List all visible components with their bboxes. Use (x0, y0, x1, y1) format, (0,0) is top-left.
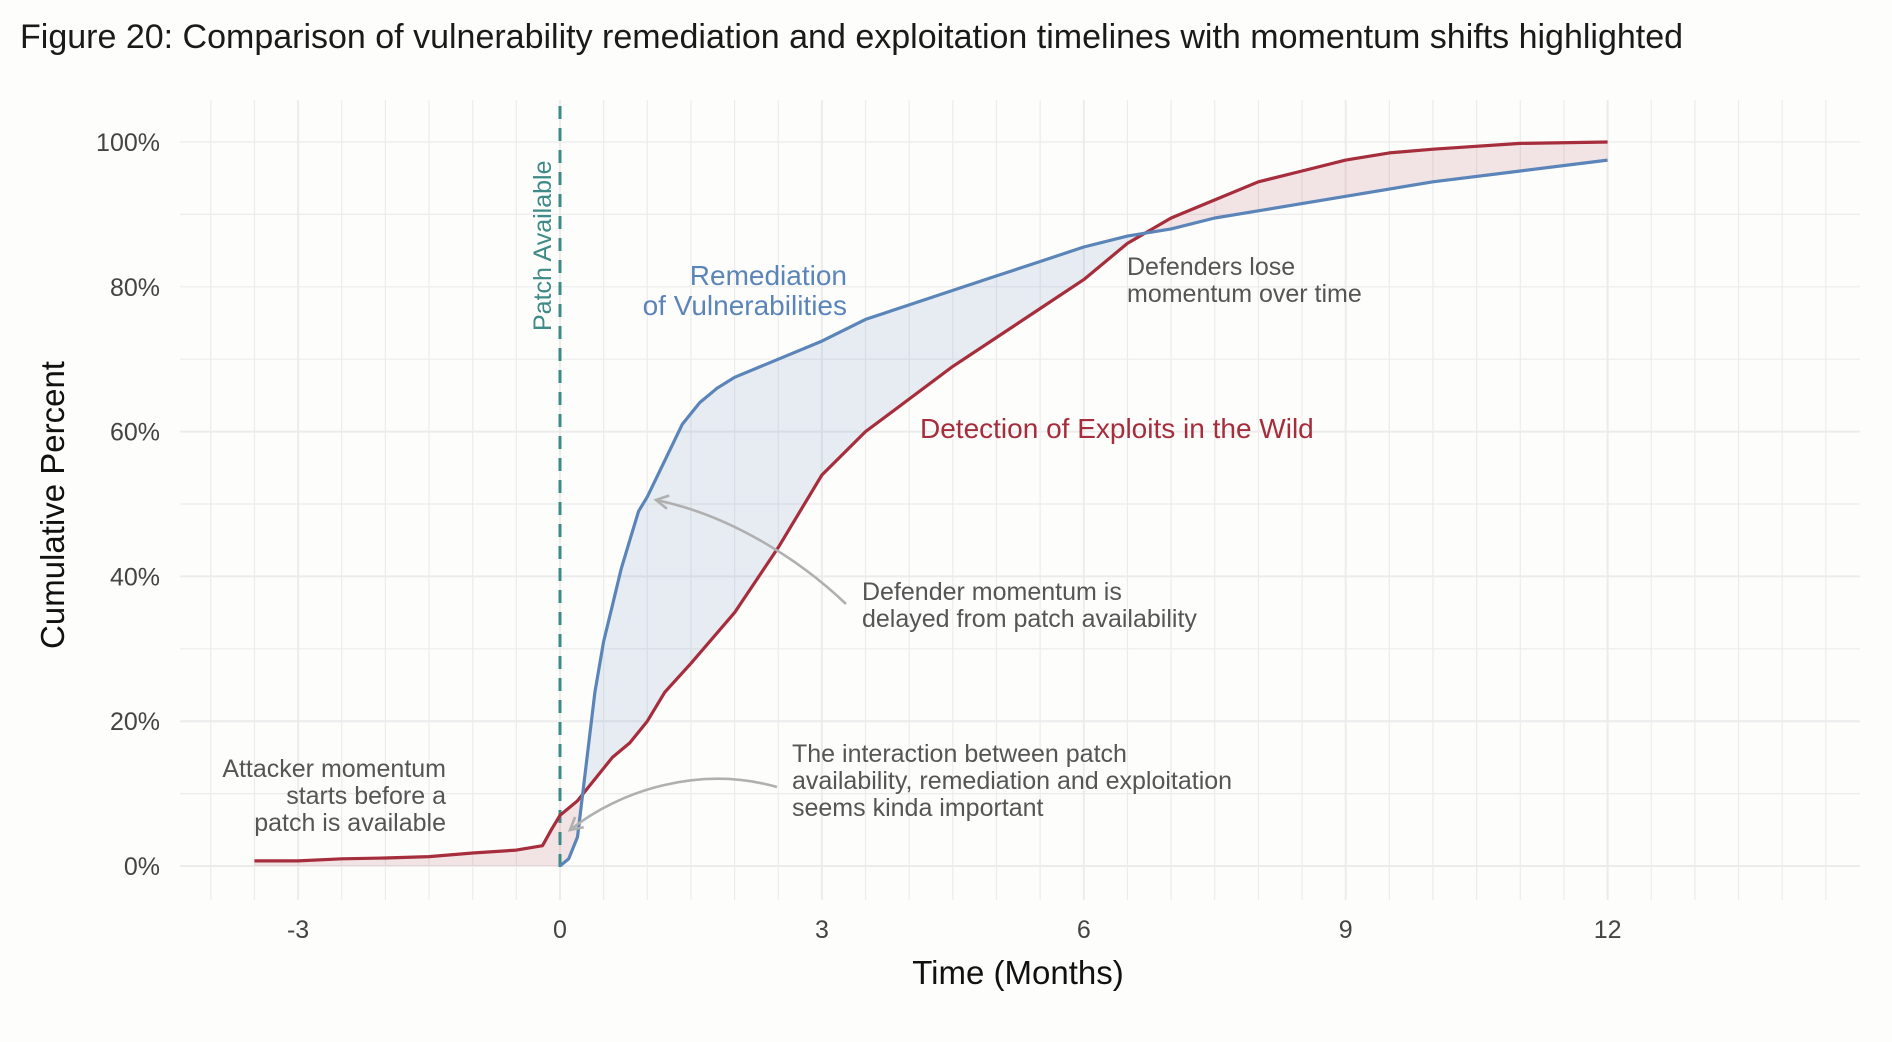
annotation-attacker-momentum: Attacker momentum starts before a patch is… (222, 755, 446, 837)
defender-lead-fill (582, 233, 1146, 795)
annotation-arrow-defender-delay-head (653, 494, 670, 510)
patch-available-reference: Patch Available (529, 106, 562, 868)
x-tick-label: 9 (1339, 916, 1353, 944)
patch-available-label: Patch Available (529, 161, 557, 332)
annotation-arrow-interaction-head (567, 816, 584, 832)
y-axis-title: Cumulative Percent (34, 361, 71, 649)
y-tick-label: 80% (110, 274, 160, 302)
series-label-remediation: Remediation of Vulnerabilities (643, 260, 847, 321)
x-tick-label: 12 (1594, 916, 1622, 944)
x-tick-label: 6 (1077, 916, 1091, 944)
series-label-exploitation: Detection of Exploits in the Wild (920, 413, 1314, 444)
x-tick-label: -3 (287, 916, 309, 944)
x-tick-label: 3 (815, 916, 829, 944)
axis-ticks: -3 0 3 6 9 12 0% 20% 40% 60% 80% 100% (96, 129, 1621, 944)
x-axis-title: Time (Months) (912, 954, 1123, 991)
annotation-arrow-defender-delay (655, 498, 847, 605)
series-line-exploitation (254, 140, 1608, 863)
series-lines (254, 140, 1608, 868)
annotation-defenders-lose: Defenders lose momentum over time (1127, 253, 1362, 308)
y-tick-label: 20% (110, 708, 160, 736)
x-tick-label: 0 (553, 916, 567, 944)
annotations: Remediation of Vulnerabilities Detection o… (222, 253, 1361, 837)
y-tick-label: 40% (110, 563, 160, 591)
annotation-defender-delay: Defender momentum is delayed from patch a… (862, 578, 1197, 633)
annotation-arrow-interaction (569, 777, 778, 832)
y-tick-label: 100% (96, 129, 160, 157)
annotation-interaction: The interaction between patch availabilit… (792, 740, 1232, 822)
series-line-remediation (558, 158, 1608, 868)
grid (180, 100, 1860, 900)
y-tick-label: 60% (110, 419, 160, 447)
figure-title: Figure 20: Comparison of vulnerability r… (20, 18, 1684, 56)
y-tick-label: 0% (124, 853, 160, 881)
